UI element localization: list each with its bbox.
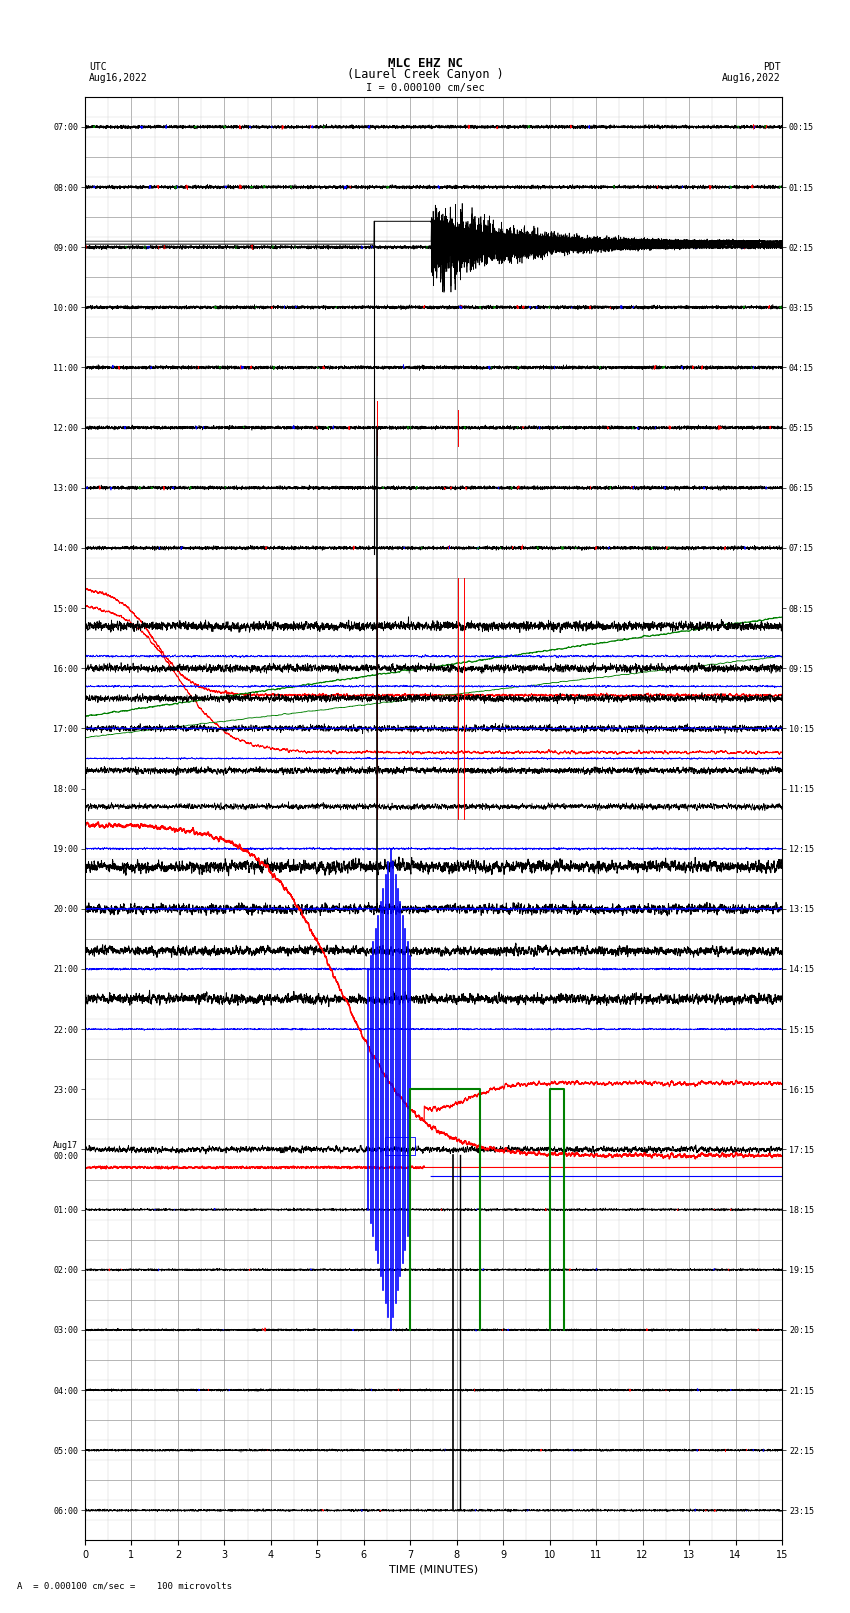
Text: Aug16,2022: Aug16,2022	[89, 74, 148, 84]
X-axis label: TIME (MINUTES): TIME (MINUTES)	[389, 1565, 478, 1574]
Text: UTC: UTC	[89, 63, 107, 73]
Text: MLC EHZ NC: MLC EHZ NC	[388, 56, 462, 71]
Text: Aug16,2022: Aug16,2022	[722, 74, 780, 84]
Text: A  = 0.000100 cm/sec =    100 microvolts: A = 0.000100 cm/sec = 100 microvolts	[17, 1582, 232, 1590]
Text: (Laurel Creek Canyon ): (Laurel Creek Canyon )	[347, 68, 503, 82]
Text: I = 0.000100 cm/sec: I = 0.000100 cm/sec	[366, 82, 484, 92]
Text: PDT: PDT	[762, 63, 780, 73]
